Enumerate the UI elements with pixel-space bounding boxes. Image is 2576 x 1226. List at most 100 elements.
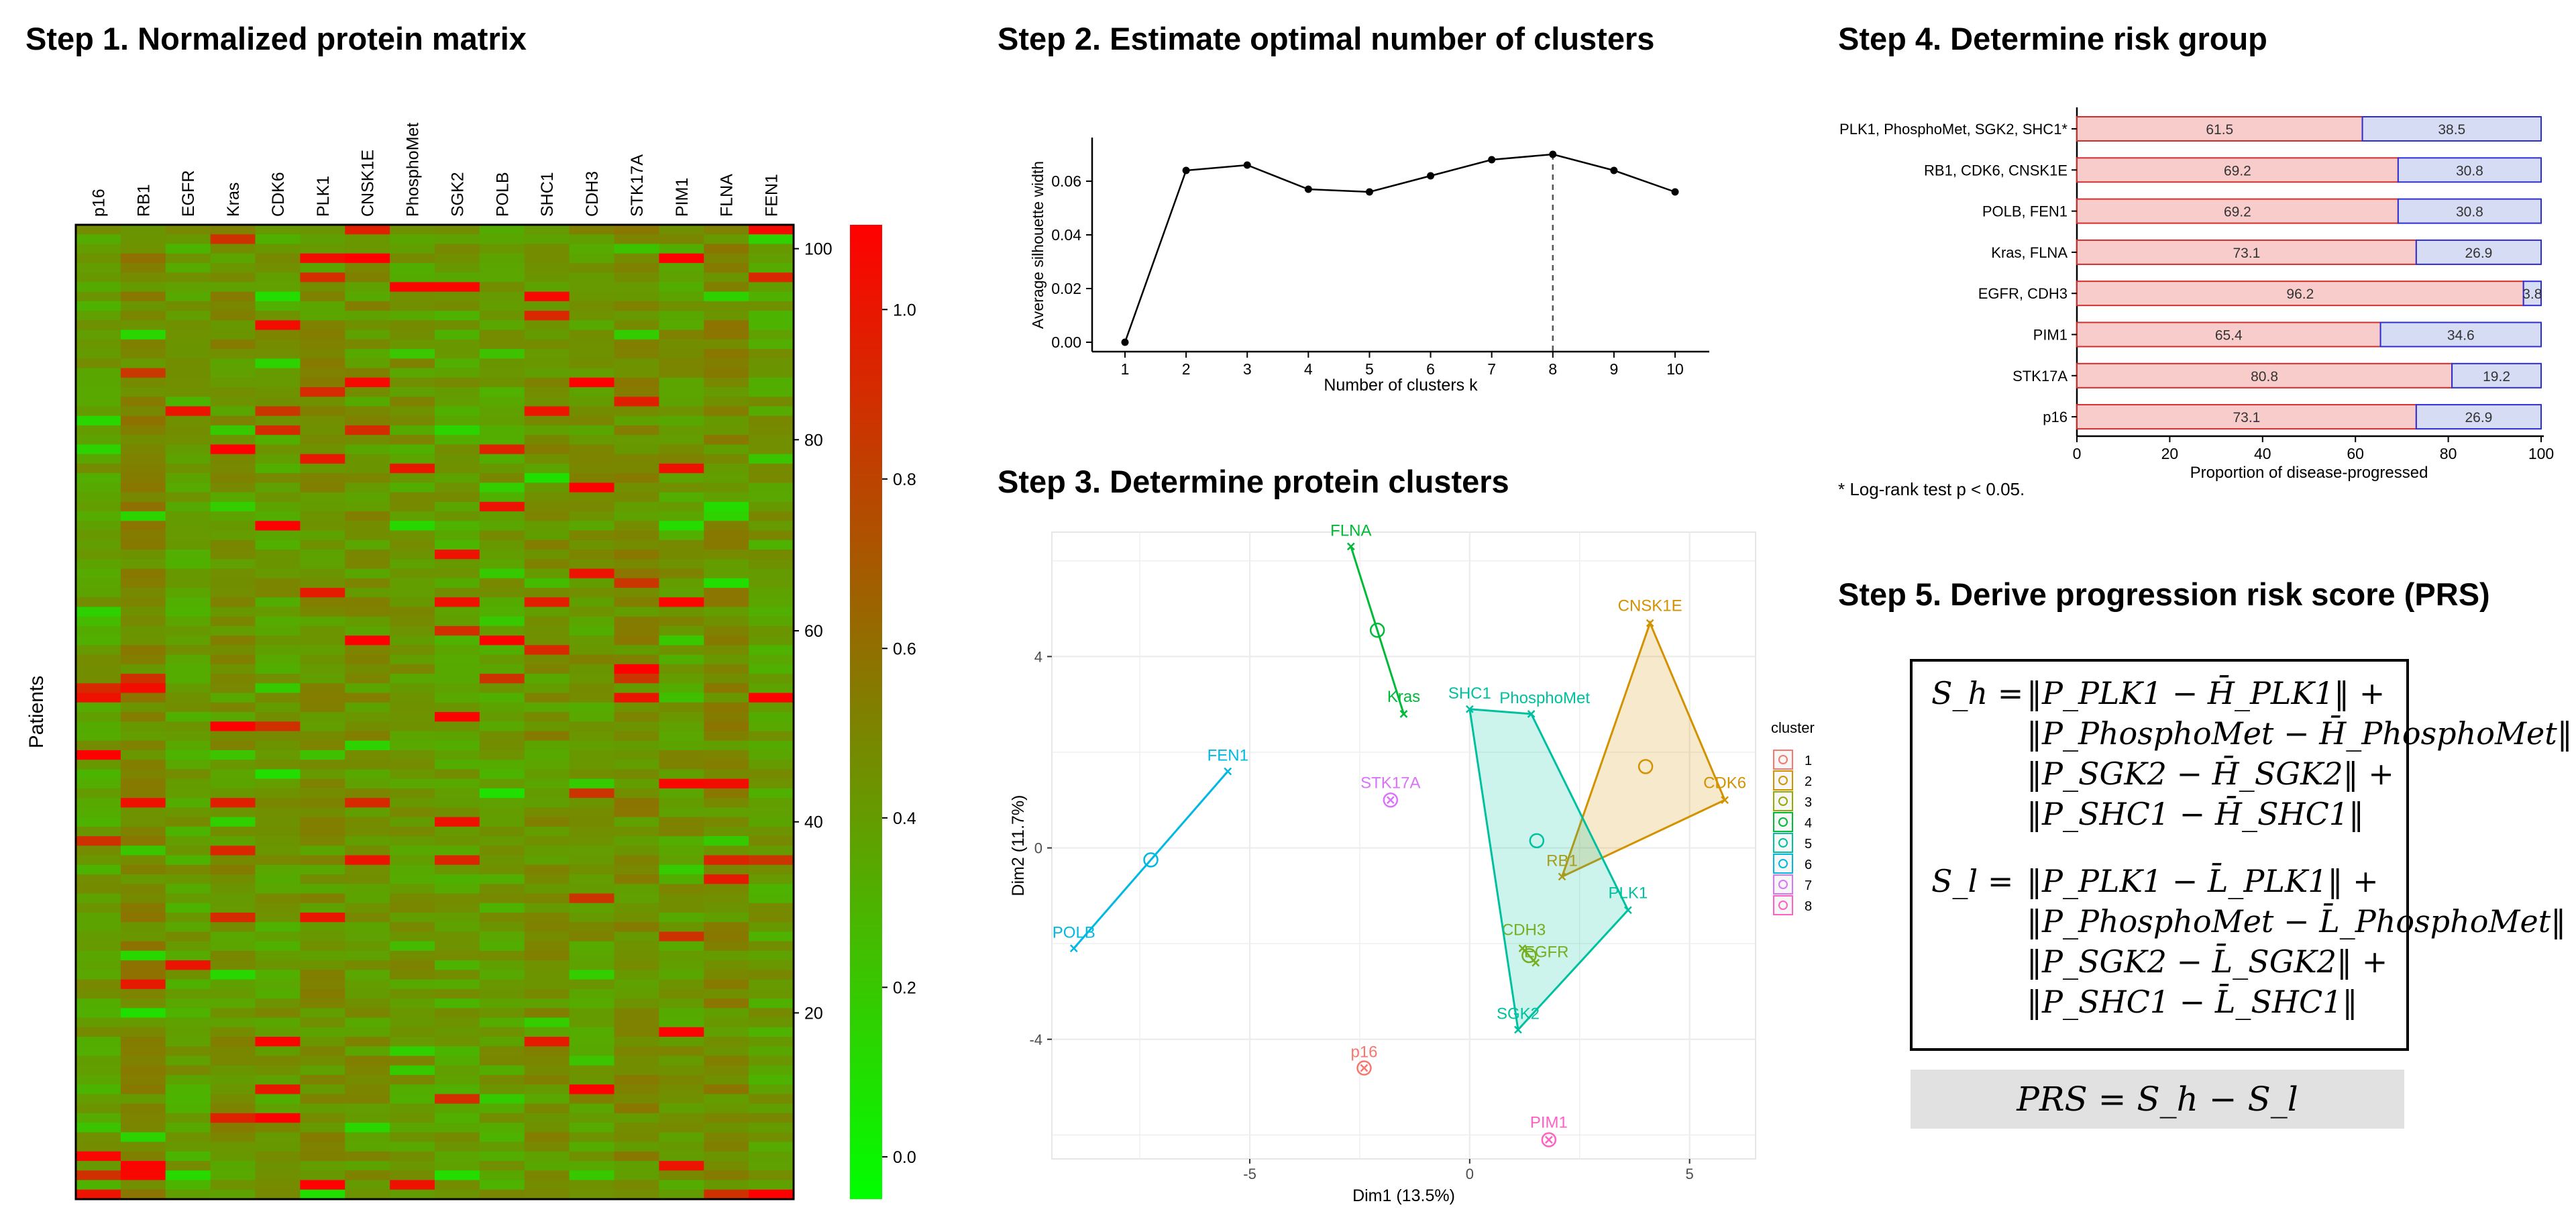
- heatmap-cell: [210, 406, 256, 417]
- colorbar-tick-label: 0.2: [893, 978, 916, 997]
- heatmap-cell: [76, 912, 121, 923]
- heatmap-cell: [300, 511, 345, 521]
- heatmap-cell: [614, 693, 659, 703]
- heatmap-column-label: PLK1: [314, 176, 333, 217]
- heatmap-cell: [704, 778, 749, 789]
- heatmap-cell: [120, 1151, 166, 1162]
- heatmap-cell: [614, 750, 659, 760]
- heatmap-cell: [255, 1180, 301, 1190]
- heatmap-cell: [614, 893, 659, 904]
- heatmap-cell: [255, 664, 301, 674]
- heatmap-cell: [76, 387, 121, 397]
- heatmap-cell: [345, 970, 390, 980]
- heatmap-cell: [435, 397, 480, 407]
- heatmap-cell: [659, 693, 704, 703]
- heatmap-cell: [614, 377, 659, 388]
- heatmap-cell: [435, 1084, 480, 1095]
- heatmap-cell: [120, 291, 166, 302]
- heatmap-cell: [300, 368, 345, 378]
- heatmap-cell: [210, 587, 256, 598]
- heatmap-cell: [614, 311, 659, 321]
- heatmap-cell: [76, 731, 121, 742]
- heatmap-cell: [524, 492, 570, 503]
- heatmap-cell: [76, 607, 121, 617]
- heatmap-cell: [255, 750, 301, 760]
- heatmap-cell: [569, 501, 615, 512]
- heatmap-cell: [435, 550, 480, 560]
- heatmap-cell: [435, 339, 480, 350]
- heatmap-cell: [435, 855, 480, 866]
- heatmap-cell: [659, 415, 704, 426]
- heatmap-cell: [210, 320, 256, 331]
- heatmap-cell: [569, 674, 615, 684]
- heatmap-cell: [390, 941, 435, 952]
- heatmap-cell: [614, 836, 659, 846]
- heatmap-cell: [524, 329, 570, 340]
- heatmap-cell: [76, 903, 121, 913]
- heatmap-cell: [569, 1037, 615, 1047]
- heatmap-cell: [390, 826, 435, 837]
- heatmap-cell: [165, 473, 211, 483]
- heatmap-cell: [749, 550, 794, 560]
- heatmap-cell: [345, 492, 390, 503]
- heatmap-cell: [704, 645, 749, 656]
- heatmap-cell: [524, 587, 570, 598]
- heatmap-cell: [210, 788, 256, 799]
- heatmap-cell: [165, 253, 211, 264]
- heatmap-cell: [704, 625, 749, 636]
- heatmap-cell: [120, 597, 166, 608]
- heatmap-cell: [749, 368, 794, 378]
- heatmap-cell: [390, 320, 435, 331]
- heatmap-cell: [120, 950, 166, 961]
- heatmap-cell: [569, 1161, 615, 1171]
- heatmap-cell: [165, 769, 211, 780]
- heatmap-cell: [704, 855, 749, 866]
- heatmap-cell: [479, 674, 525, 684]
- cluster-group-7: STK17A: [1360, 774, 1421, 808]
- heatmap-cell: [749, 645, 794, 656]
- heatmap-cell: [300, 521, 345, 531]
- heatmap-cell: [614, 253, 659, 264]
- cluster-point: [1386, 796, 1395, 805]
- heatmap-cell: [345, 846, 390, 856]
- heatmap-cell: [120, 1008, 166, 1019]
- heatmap-cell: [120, 1189, 166, 1200]
- heatmap-cell: [614, 1123, 659, 1133]
- heatmap-cell: [76, 769, 121, 780]
- heatmap-cell: [76, 683, 121, 694]
- heatmap-cell: [569, 1065, 615, 1076]
- heatmap-cell: [345, 607, 390, 617]
- heatmap-cell: [749, 1113, 794, 1123]
- heatmap-cell: [120, 874, 166, 884]
- heatmap-cell: [479, 922, 525, 933]
- cluster-point-label: Kras: [1387, 688, 1420, 706]
- heatmap-cell: [120, 1103, 166, 1114]
- heatmap-cell: [659, 664, 704, 674]
- heatmap-cell: [120, 311, 166, 321]
- heatmap-cell: [120, 979, 166, 990]
- heatmap-cell: [704, 674, 749, 684]
- heatmap-cell: [659, 492, 704, 503]
- heatmap-cell: [524, 1132, 570, 1143]
- heatmap-cell: [390, 950, 435, 961]
- heatmap-cell: [120, 301, 166, 311]
- heatmap-cell: [524, 712, 570, 722]
- heatmap-cell: [659, 826, 704, 837]
- heatmap-cell: [300, 578, 345, 589]
- heatmap-cell: [435, 702, 480, 713]
- heatmap-cell: [479, 1017, 525, 1028]
- heatmap-cell: [749, 874, 794, 884]
- heatmap-cell: [479, 1008, 525, 1019]
- heatmap-cell: [345, 654, 390, 665]
- heatmap-cell: [120, 482, 166, 493]
- heatmap-cell: [614, 358, 659, 369]
- heatmap-cell: [614, 272, 659, 283]
- heatmap-cell: [255, 874, 301, 884]
- heatmap-cell: [704, 568, 749, 579]
- heatmap-cell: [390, 234, 435, 245]
- heatmap-cell: [76, 855, 121, 866]
- heatmap-cell: [659, 988, 704, 999]
- heatmap-cell: [345, 1180, 390, 1190]
- heatmap-column-label: FEN1: [763, 174, 782, 217]
- heatmap-cell: [120, 645, 166, 656]
